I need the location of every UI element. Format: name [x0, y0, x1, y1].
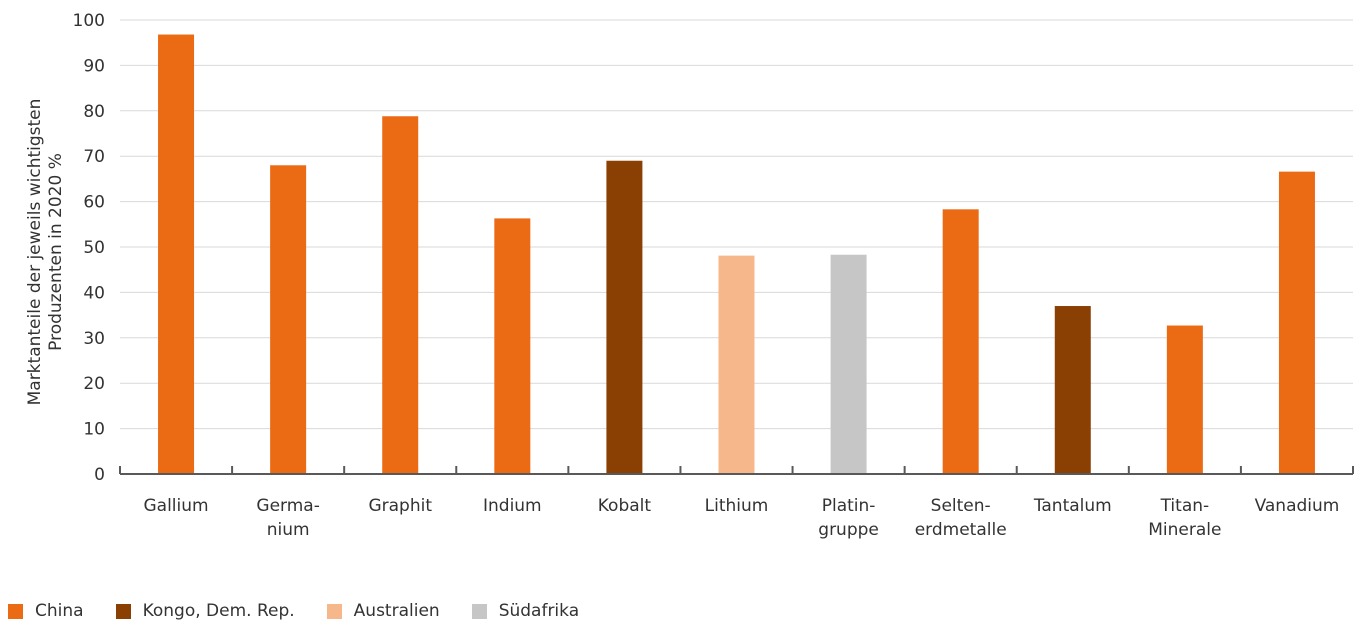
bar-indium [494, 218, 531, 474]
x-tick-label-gallium: Gallium [143, 496, 208, 516]
x-tick-label-tantalum: Tantalum [1033, 496, 1112, 516]
y-tick-label-70: 70 [83, 147, 105, 167]
legend: China Kongo, Dem. Rep. Australien Südafr… [8, 598, 611, 624]
x-tick-label-kobalt: Kobalt [598, 496, 652, 516]
legend-item-china: China [8, 601, 84, 621]
y-tick-label-90: 90 [83, 56, 105, 76]
legend-label-australien: Australien [353, 601, 440, 621]
x-tick-label-indium: Indium [483, 496, 542, 516]
legend-item-kongo: Kongo, Dem. Rep. [115, 601, 295, 621]
y-tick-label-10: 10 [83, 420, 105, 440]
x-tick-label-line: Indium [483, 496, 542, 516]
y-tick-label-0: 0 [94, 465, 105, 485]
x-tick-label-line: Tantalum [1033, 496, 1112, 516]
bar-platingruppe [830, 254, 867, 474]
x-tick-label-line: Kobalt [598, 496, 652, 516]
bar-gallium [158, 34, 195, 474]
x-tick-label-line: gruppe [818, 520, 879, 540]
y-axis-tick-labels: 0 10 20 30 40 50 60 70 80 90 100 [73, 11, 105, 485]
legend-label-kongo: Kongo, Dem. Rep. [142, 601, 295, 621]
x-tick-label-line: Titan- [1160, 496, 1210, 516]
x-tick-label-seltenerdmetalle: Selten-erdmetalle [915, 496, 1007, 540]
x-tick-label-lithium: Lithium [705, 496, 769, 516]
x-axis-category-labels: Gallium Germa-nium Graphit Indium Kobalt Lith… [143, 496, 1339, 540]
bars [158, 34, 1315, 475]
x-axis [119, 466, 1354, 475]
x-tick-label-line: Graphit [368, 496, 432, 516]
x-tick-label-line: Minerale [1148, 520, 1221, 540]
legend-swatch-kongo [115, 603, 131, 619]
x-tick-label-line: Gallium [143, 496, 208, 516]
y-tick-label-30: 30 [83, 329, 105, 349]
x-tick-label-line: erdmetalle [915, 520, 1007, 540]
y-tick-label-100: 100 [73, 11, 105, 31]
x-tick-label-vanadium: Vanadium [1255, 496, 1340, 516]
gridlines [120, 19, 1353, 430]
bar-vanadium [1278, 171, 1315, 475]
bar-seltenerdmetalle [942, 209, 979, 474]
x-tick-label-line: Germa- [256, 496, 319, 516]
y-axis-title-text: Marktanteile der jeweils wichtigstenProd… [25, 99, 66, 406]
x-tick-label-germanium: Germa-nium [256, 496, 319, 540]
legend-swatch-suedafrika [471, 603, 487, 619]
y-axis-title-line: Produzenten in 2020 % [46, 153, 66, 351]
x-tick-label-line: Selten- [931, 496, 991, 516]
bar-titanminerale [1166, 325, 1203, 474]
legend-label-china: China [35, 601, 84, 621]
legend-item-suedafrika: Südafrika [471, 601, 580, 621]
bar-graphit [382, 116, 419, 475]
y-tick-label-20: 20 [83, 374, 105, 394]
x-tick-label-line: Platin- [822, 496, 876, 516]
x-tick-label-line: nium [267, 520, 310, 540]
x-tick-label-line: Lithium [705, 496, 769, 516]
y-tick-label-60: 60 [83, 193, 105, 213]
x-tick-label-platingruppe: Platin-gruppe [818, 496, 879, 540]
legend-item-australien: Australien [326, 601, 440, 621]
y-axis-title: Marktanteile der jeweils wichtigstenProd… [25, 99, 66, 406]
y-tick-label-50: 50 [83, 238, 105, 258]
legend-swatch-australien [326, 603, 342, 619]
legend-label-suedafrika: Südafrika [498, 601, 580, 621]
legend-swatch-china [8, 603, 23, 619]
x-tick-label-graphit: Graphit [368, 496, 432, 516]
bar-lithium [718, 255, 755, 474]
x-tick-label-line: Vanadium [1255, 496, 1340, 516]
bar-germanium [270, 165, 307, 474]
y-tick-label-80: 80 [83, 102, 105, 122]
x-tick-label-titanminerale: Titan- Minerale [1148, 496, 1221, 540]
y-tick-label-40: 40 [83, 283, 105, 303]
bar-chart: 0 10 20 30 40 50 60 70 80 90 100 Gallium Germa-nium… [25, 11, 1354, 540]
y-axis-title-line: Marktanteile der jeweils wichtigsten [25, 99, 45, 406]
bar-kobalt [606, 160, 643, 475]
bar-tantalum [1054, 306, 1091, 474]
